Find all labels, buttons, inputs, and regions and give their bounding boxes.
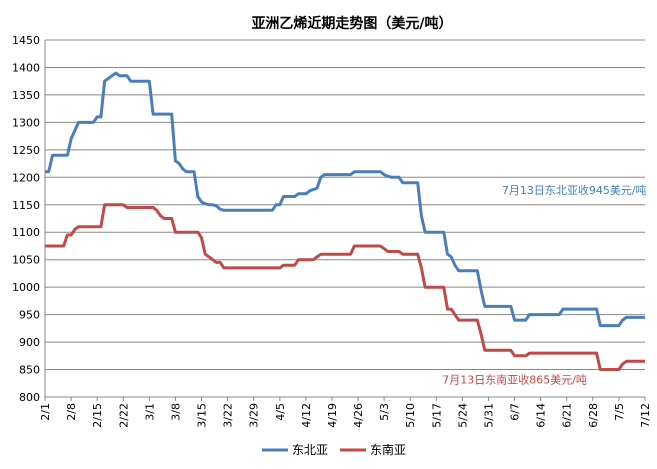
legend-entry: 东北亚: [292, 443, 328, 457]
legend: 东北亚 东南亚: [262, 442, 406, 457]
series-line-0: [45, 71, 645, 328]
x-tick-label: 5/31: [482, 403, 495, 428]
x-tick-label: 2/15: [91, 403, 104, 428]
y-tick-label: 1250: [12, 144, 40, 157]
x-tick-label: 2/8: [65, 403, 78, 421]
gridlines: [45, 39, 645, 398]
x-tick-label: 6/28: [587, 403, 600, 428]
x-tick-label: 6/7: [509, 403, 522, 421]
y-tick-label: 1050: [12, 254, 40, 267]
x-tick-label: 5/10: [404, 403, 417, 428]
x-tick-label: 4/26: [352, 403, 365, 428]
annotations: 7月13日东北亚收945美元/吨 7月13日东南亚收865美元/吨: [442, 183, 646, 386]
legend-entry: 东南亚: [370, 442, 406, 457]
y-tick-label: 950: [19, 309, 40, 322]
x-tick-label: 5/17: [430, 403, 443, 428]
axes: [44, 40, 646, 401]
y-tick-label: 1200: [12, 171, 40, 184]
y-tick-label: 1150: [12, 199, 40, 212]
x-tick-labels: 2/1 2/8 2/15 2/22 3/1 3/8 3/15 3/22 3/29 4/5 4/12 4…: [39, 403, 652, 428]
x-tick-label: 3/29: [248, 403, 261, 428]
x-tick-label: 4/5: [274, 403, 287, 421]
chart-title: 亚洲乙烯近期走势图（美元/吨）: [251, 15, 452, 32]
annotation-label: 7月13日东北亚收945美元/吨: [502, 183, 647, 197]
y-tick-label: 1300: [12, 116, 40, 129]
x-tick-label: 6/14: [535, 403, 548, 428]
x-tick-label: 7/5: [613, 403, 626, 421]
y-tick-label: 1450: [12, 34, 40, 47]
series-line-1: [45, 203, 645, 371]
x-tick-label: 4/12: [300, 403, 313, 428]
x-tick-label: 2/1: [39, 403, 52, 421]
y-tick-labels: 800 850 900 950 1000 1050 1100 1150 1200 1250 1300…: [12, 34, 40, 404]
y-tick-label: 1400: [12, 61, 40, 74]
x-tick-label: 7/12: [639, 403, 652, 428]
y-tick-label: 800: [19, 391, 40, 404]
x-tick-label: 2/22: [117, 403, 130, 428]
y-tick-label: 1100: [12, 226, 40, 239]
y-tick-label: 850: [19, 364, 40, 377]
y-tick-label: 1000: [12, 281, 40, 294]
annotation-label: 7月13日东南亚收865美元/吨: [442, 372, 587, 386]
x-tick-label: 4/19: [326, 403, 339, 428]
x-tick-label: 3/15: [196, 403, 209, 428]
x-tick-label: 6/21: [561, 403, 574, 428]
x-tick-label: 5/24: [456, 403, 469, 428]
x-tick-label: 3/22: [222, 403, 235, 428]
series-lines: [45, 71, 645, 371]
x-tick-label: 5/3: [378, 403, 391, 421]
y-tick-label: 900: [19, 336, 40, 349]
x-tick-label: 3/1: [143, 403, 156, 421]
y-tick-label: 1350: [12, 89, 40, 102]
x-tick-label: 3/8: [169, 403, 182, 421]
